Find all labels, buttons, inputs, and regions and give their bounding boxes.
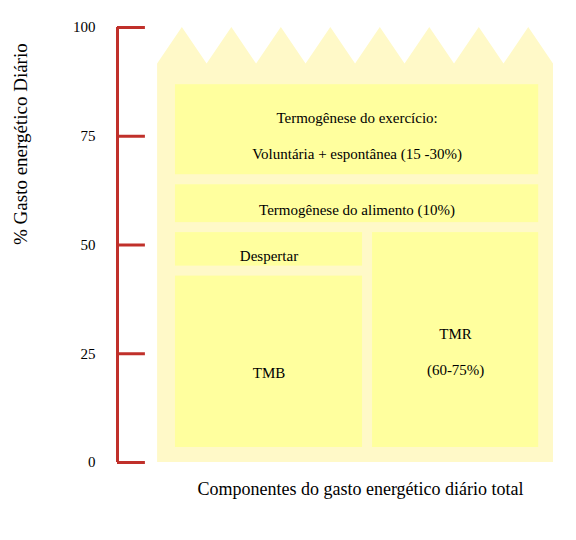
- svg-text:Termogênese do alimento (10%): Termogênese do alimento (10%): [259, 202, 455, 219]
- svg-text:TMR(60-75%): TMR(60-75%): [427, 326, 484, 379]
- svg-text:75: 75: [81, 128, 96, 144]
- svg-text:TMB: TMB: [253, 365, 286, 381]
- svg-text:50: 50: [81, 237, 96, 253]
- svg-text:25: 25: [81, 346, 96, 362]
- svg-text:Componentes do gasto energétic: Componentes do gasto energético diário t…: [197, 479, 523, 499]
- svg-text:0: 0: [88, 454, 96, 470]
- svg-text:% Gasto energético Diário: % Gasto energético Diário: [10, 43, 31, 245]
- svg-text:Termogênese do exercício:Volun: Termogênese do exercício:Voluntária + es…: [252, 110, 462, 163]
- svg-text:100: 100: [73, 19, 96, 35]
- svg-text:Despertar: Despertar: [240, 248, 298, 264]
